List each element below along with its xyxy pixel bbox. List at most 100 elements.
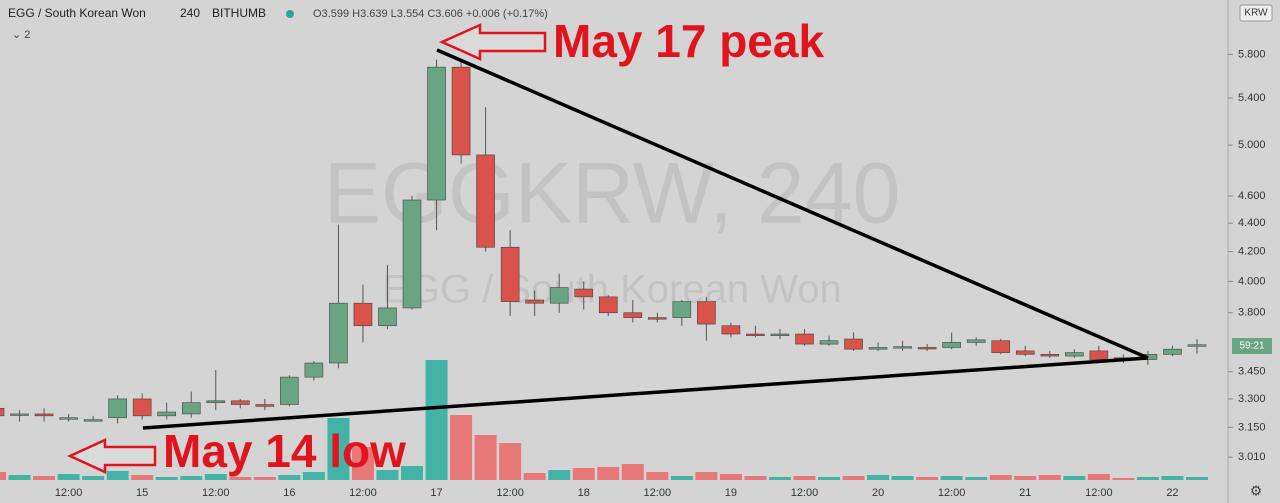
settings-icon[interactable]: ⚙ <box>1250 483 1263 499</box>
y-tick-label: 5.000 <box>1238 139 1266 151</box>
volume-bar <box>450 415 473 480</box>
y-tick-label: 3.300 <box>1238 393 1266 405</box>
candle-body <box>402 199 422 309</box>
x-tick-label: 22 <box>1166 487 1178 499</box>
plot: 3.010 3.150 3.300 3.450 3.800 4.000 4.200 4.400… <box>0 48 1266 499</box>
x-tick-label: 12:00 <box>496 487 524 499</box>
volume-bar <box>474 435 497 480</box>
candle-body <box>255 404 275 407</box>
candle-body <box>770 333 790 336</box>
candle-body <box>108 398 127 419</box>
candle-body <box>819 340 839 345</box>
candle-body <box>83 419 103 422</box>
volume-bar <box>401 466 424 480</box>
candle-body <box>721 325 741 335</box>
candle-body <box>280 376 299 405</box>
x-tick-label: 17 <box>430 487 442 499</box>
countdown: 59:21 <box>1239 341 1264 352</box>
x-tick-label: 20 <box>872 487 884 499</box>
x-tick-label: 18 <box>578 487 590 499</box>
y-tick-label: 4.200 <box>1238 246 1266 258</box>
ohlc: O3.599 H3.639 L3.554 C3.606 +0.006 (+0.1… <box>313 8 548 20</box>
trend-line <box>436 48 1149 360</box>
volume-bar <box>204 474 227 480</box>
candle-body <box>991 340 1011 353</box>
indicators-count: 2 <box>24 29 30 41</box>
candle-body <box>329 302 348 364</box>
symbol: EGG / South Korean Won <box>8 6 146 20</box>
price-label-box <box>1232 338 1272 354</box>
volume-bar <box>33 476 56 480</box>
candle-body <box>1163 348 1182 355</box>
volume-bar <box>0 472 6 480</box>
candle-body <box>378 307 397 327</box>
volume-bar <box>1038 475 1061 480</box>
volume-bar <box>1063 476 1086 480</box>
candle-body <box>549 287 569 304</box>
volume-bar <box>818 477 841 480</box>
volume-bar <box>1136 477 1159 480</box>
y-tick-label: 3.150 <box>1238 421 1266 433</box>
candle-body <box>966 339 986 343</box>
volume-bar <box>597 467 620 480</box>
volume-bar <box>1185 477 1208 480</box>
volume-bar <box>916 477 939 480</box>
x-tick-label: 12:00 <box>202 487 230 499</box>
candle-body <box>844 338 863 350</box>
volume-bar <box>670 476 693 480</box>
interval: 240 <box>180 6 200 20</box>
volume-bar <box>302 472 325 480</box>
volume-bar <box>180 476 203 480</box>
y-tick-label: 3.450 <box>1238 366 1266 378</box>
volume-bar <box>425 360 448 480</box>
candle-body <box>206 400 226 403</box>
volume-bar <box>8 475 31 480</box>
volume-bar <box>1161 476 1184 480</box>
candle-body <box>598 296 618 314</box>
trend-line <box>142 356 1149 430</box>
volume-bar <box>1112 478 1135 480</box>
x-tick-label: 12:00 <box>1085 487 1113 499</box>
candle-body <box>746 333 765 336</box>
candle-body <box>623 312 643 318</box>
indicators-toggle[interactable]: ⌄ 2 <box>12 29 30 41</box>
candle-body <box>574 288 594 298</box>
exchange: BITHUMB <box>212 6 266 20</box>
candle-body <box>10 413 29 416</box>
volume-bar <box>891 476 914 480</box>
volume-bar <box>793 476 816 480</box>
candle-body <box>181 402 201 415</box>
volume-bar <box>646 472 669 480</box>
x-tick-label: 16 <box>283 487 295 499</box>
y-tick-label: 4.400 <box>1238 217 1266 229</box>
candle-body <box>1089 350 1109 360</box>
y-tick-label: 4.000 <box>1238 275 1266 287</box>
candle-body <box>1040 354 1060 357</box>
volume-bar <box>229 477 252 480</box>
candle-body <box>648 317 667 320</box>
candle-body <box>697 301 716 325</box>
candle-body <box>672 301 692 318</box>
candle-body <box>795 333 814 345</box>
candle-body <box>157 411 177 417</box>
volume-bar <box>965 477 988 480</box>
status-dot <box>286 10 294 18</box>
x-tick-label: 12:00 <box>349 487 377 499</box>
currency: KRW <box>1244 8 1268 19</box>
x-tick-label: 12:00 <box>938 487 966 499</box>
y-tick-label: 3.800 <box>1238 307 1266 319</box>
y-tick-label: 3.010 <box>1238 451 1266 463</box>
x-tick-label: 19 <box>725 487 737 499</box>
y-tick-label: 4.600 <box>1238 190 1266 202</box>
candle-body <box>427 66 446 201</box>
candle-body <box>1187 344 1207 347</box>
candle-body <box>353 302 373 327</box>
x-tick-label: 12:00 <box>644 487 672 499</box>
candle-body <box>0 407 5 417</box>
volume-bar <box>548 470 571 480</box>
currency-box[interactable] <box>1239 4 1273 22</box>
candle-body <box>893 346 912 349</box>
candle-body <box>231 400 250 405</box>
candle-body <box>1015 350 1035 355</box>
